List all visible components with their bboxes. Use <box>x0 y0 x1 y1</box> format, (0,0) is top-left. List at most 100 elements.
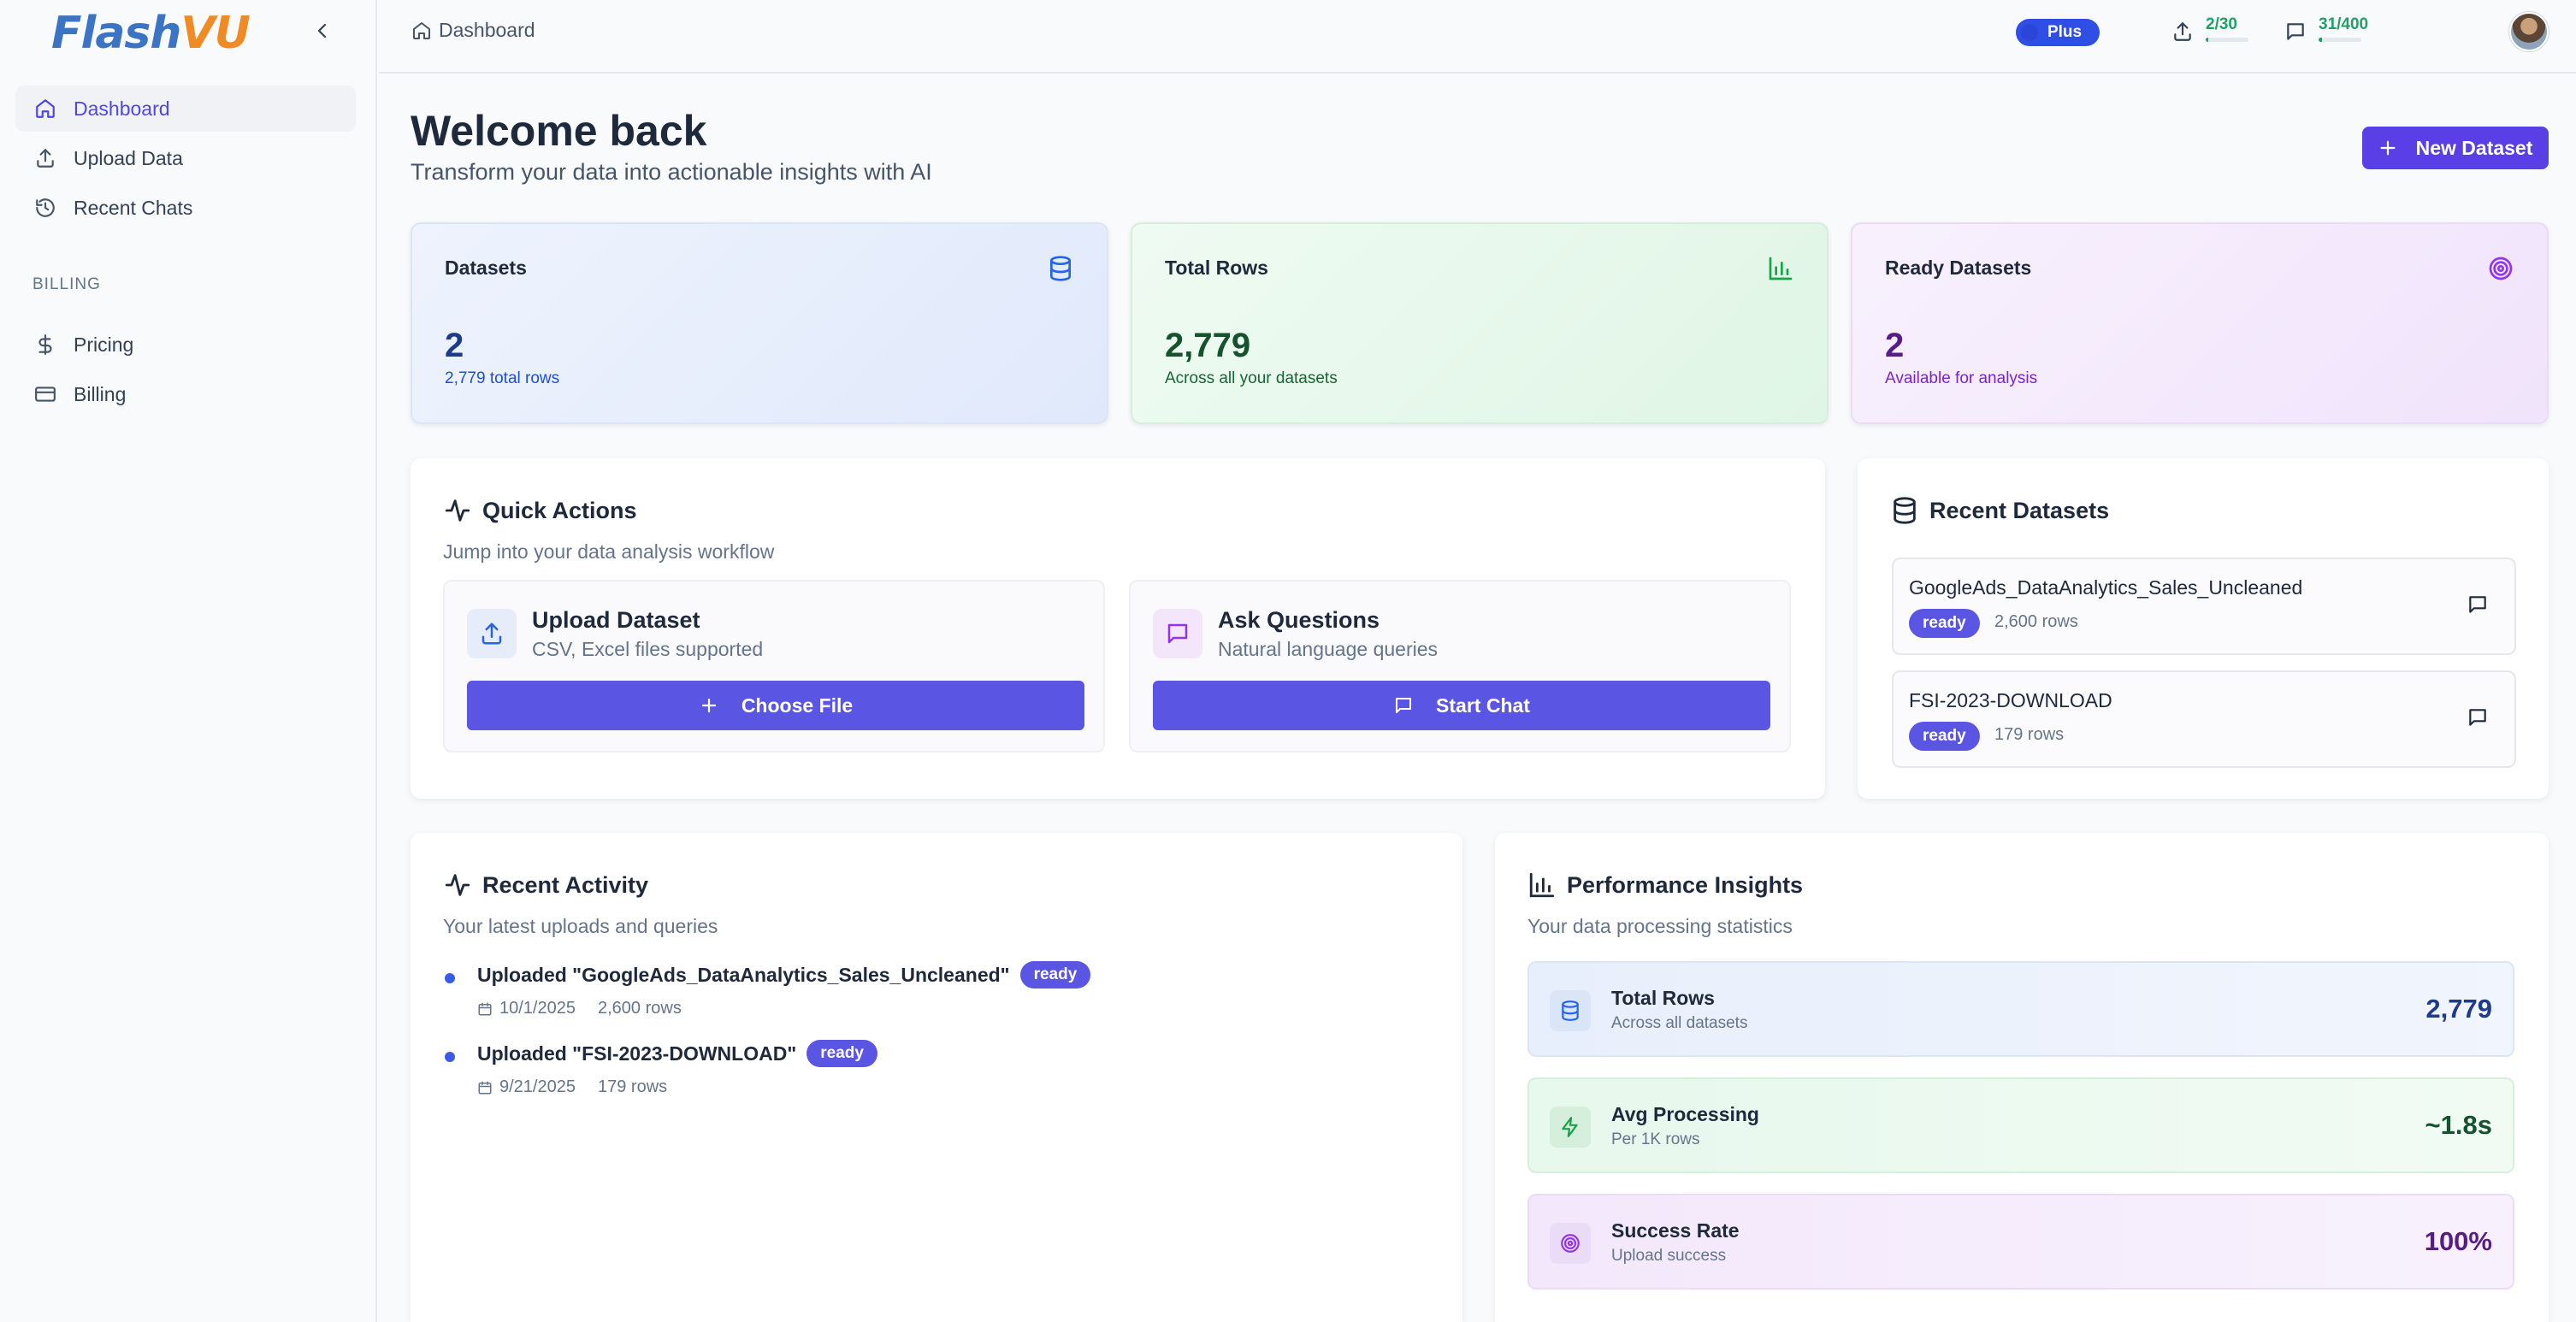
panel-title: Performance Insights <box>1527 871 1803 900</box>
sidebar-item-billing[interactable]: Billing <box>15 371 356 417</box>
choose-file-button[interactable]: Choose File <box>467 681 1084 730</box>
sidebar-item-upload-data[interactable]: Upload Data <box>15 135 356 181</box>
perf-card-success-rate: Success Rate Upload success 100% <box>1527 1194 2514 1290</box>
sidebar-item-dashboard[interactable]: Dashboard <box>15 86 356 132</box>
main-nav: Dashboard Upload Data Recent Chats <box>15 86 356 231</box>
sidebar-item-label: Recent Chats <box>74 196 193 219</box>
plan-badge-dot <box>2021 24 2038 41</box>
activity-title: Uploaded "FSI-2023-DOWNLOAD" ready <box>477 1040 877 1067</box>
bar-chart-icon <box>1769 257 1793 280</box>
upload-icon <box>37 149 54 168</box>
start-chat-button[interactable]: Start Chat <box>1153 681 1770 730</box>
chat-icon <box>2287 23 2304 40</box>
stat-value: 2 <box>1885 327 1905 364</box>
avatar[interactable] <box>2509 12 2549 51</box>
activity-bullet <box>445 1052 455 1062</box>
app-logo[interactable]: FlashVU <box>51 11 251 56</box>
start-chat-label: Start Chat <box>1436 693 1530 717</box>
stat-card-datasets: Datasets 2 2,779 total rows <box>411 222 1108 424</box>
home-icon <box>36 99 55 118</box>
choose-file-label: Choose File <box>741 693 854 717</box>
billing-section-label: BILLING <box>32 275 101 293</box>
panel-title: Recent Datasets <box>1890 496 2109 525</box>
status-badge: ready <box>1019 961 1091 989</box>
list-item[interactable]: GoogleAds_DataAnalytics_Sales_Uncleaned … <box>1892 558 2516 655</box>
stat-value: 2,779 <box>1165 327 1251 364</box>
upload-dataset-card: Upload Dataset CSV, Excel files supporte… <box>443 580 1105 752</box>
upload-dataset-sub: CSV, Excel files supported <box>532 638 764 660</box>
panel-title-label: Recent Activity <box>482 871 649 898</box>
breadcrumb[interactable]: Dashboard <box>411 19 535 42</box>
activity-bullet <box>445 973 455 983</box>
stat-card-total-rows: Total Rows 2,779 Across all your dataset… <box>1131 222 1829 424</box>
dataset-name: GoogleAds_DataAnalytics_Sales_Uncleaned <box>1909 576 2303 599</box>
chevron-left-icon <box>317 23 327 38</box>
panel-subtitle: Your data processing statistics <box>1527 915 1793 937</box>
logo-text-flash: Flash <box>51 8 181 59</box>
activity-rows: 179 rows <box>597 1077 668 1096</box>
uploads-quota[interactable]: 2/30 <box>2171 15 2248 43</box>
target-icon <box>2489 257 2513 280</box>
activity-title: Uploaded "GoogleAds_DataAnalytics_Sales_… <box>477 961 1091 989</box>
activity-rows: 2,600 rows <box>597 999 682 1018</box>
status-badge: ready <box>1909 609 1980 638</box>
upload-icon <box>482 623 502 645</box>
activity-title-text: Uploaded "GoogleAds_DataAnalytics_Sales_… <box>477 963 1010 986</box>
activity-meta: 9/21/2025 179 rows <box>477 1077 667 1097</box>
perf-value: ~1.8s <box>2425 1110 2492 1140</box>
sidebar-item-label: Pricing <box>74 333 134 356</box>
upload-dataset-title: Upload Dataset <box>532 607 700 633</box>
panel-title-label: Recent Datasets <box>1929 497 2110 523</box>
dataset-rows: 179 rows <box>1994 725 2065 744</box>
lightning-icon <box>1562 1117 1578 1137</box>
perf-icon-wrap <box>1550 990 1591 1031</box>
panel-title-label: Quick Actions <box>482 497 637 523</box>
stat-label: Ready Datasets <box>1885 257 2032 279</box>
stat-label: Total Rows <box>1165 257 1268 279</box>
sidebar-item-label: Billing <box>74 382 127 405</box>
new-dataset-label: New Dataset <box>2415 136 2533 159</box>
panel-title: Recent Activity <box>443 871 648 900</box>
chats-quota[interactable]: 31/400 <box>2284 15 2368 43</box>
target-icon <box>1561 1234 1580 1253</box>
new-dataset-button[interactable]: New Dataset <box>2362 127 2549 169</box>
logo-text-vu: VU <box>180 8 250 59</box>
stat-sub: Available for analysis <box>1885 369 2038 387</box>
ask-questions-title: Ask Questions <box>1218 607 1380 633</box>
perf-icon-wrap <box>1550 1107 1591 1148</box>
sidebar-item-label: Dashboard <box>74 97 170 120</box>
activity-date: 9/21/2025 <box>499 1077 576 1096</box>
chat-icon <box>1396 698 1412 713</box>
sidebar-item-pricing[interactable]: Pricing <box>15 322 356 368</box>
perf-title: Success Rate <box>1611 1219 1740 1242</box>
perf-sub: Per 1K rows <box>1611 1130 1700 1148</box>
perf-icon-wrap <box>1550 1223 1591 1264</box>
bar-chart-icon <box>1529 872 1555 898</box>
activity-date: 10/1/2025 <box>499 999 576 1018</box>
perf-value: 2,779 <box>2425 994 2492 1024</box>
list-item[interactable]: FSI-2023-DOWNLOAD ready 179 rows <box>1892 670 2516 768</box>
history-icon <box>36 198 55 217</box>
calendar-icon <box>478 1081 492 1094</box>
sidebar-item-recent-chats[interactable]: Recent Chats <box>15 185 356 231</box>
plan-badge[interactable]: Plus <box>2016 19 2100 46</box>
perf-value: 100% <box>2424 1226 2492 1256</box>
panel-subtitle: Jump into your data analysis workflow <box>443 540 775 563</box>
chats-quota-text: 31/400 <box>2319 15 2369 33</box>
chat-icon[interactable] <box>2467 706 2489 729</box>
perf-title: Avg Processing <box>1611 1103 1759 1125</box>
dataset-name: FSI-2023-DOWNLOAD <box>1909 689 2112 711</box>
page-title: Welcome back <box>411 107 707 155</box>
chat-icon[interactable] <box>2467 593 2489 616</box>
chat-icon <box>1167 623 1188 644</box>
plus-icon <box>701 698 716 713</box>
uploads-quota-text: 2/30 <box>2206 15 2237 33</box>
activity-title-text: Uploaded "FSI-2023-DOWNLOAD" <box>477 1042 797 1065</box>
upload-icon <box>2174 22 2191 41</box>
uploads-quota-fill <box>2206 38 2209 42</box>
plus-icon <box>2380 140 2396 156</box>
collapse-sidebar-button[interactable] <box>312 21 333 41</box>
dataset-rows: 2,600 rows <box>1994 612 2078 631</box>
status-badge: ready <box>806 1040 877 1067</box>
panel-subtitle: Your latest uploads and queries <box>443 915 718 937</box>
